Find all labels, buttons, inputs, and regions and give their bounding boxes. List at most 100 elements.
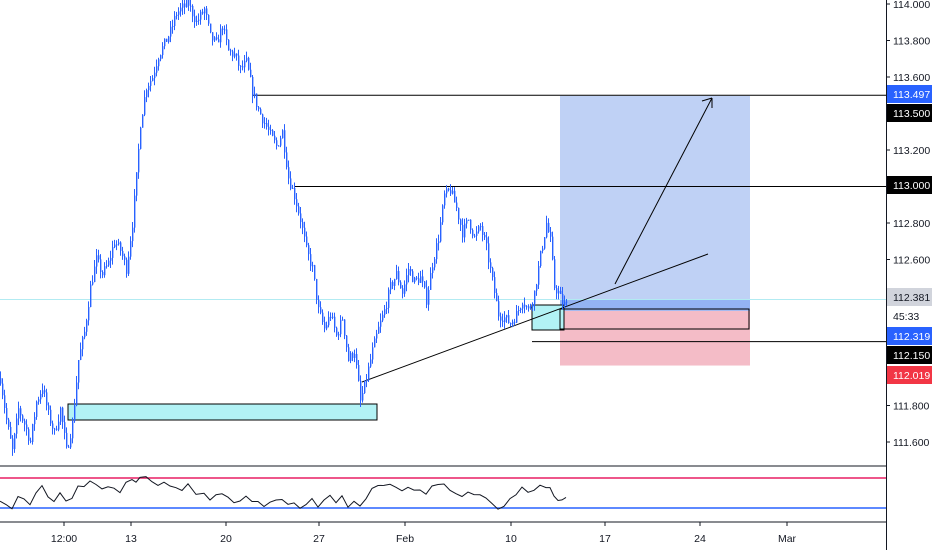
candle-body (212, 32, 214, 41)
candle-body (524, 304, 526, 307)
candle-body (430, 273, 432, 290)
candle-body (58, 421, 60, 430)
candle-body (394, 279, 396, 286)
price-tag-label: 113.497 (893, 89, 930, 101)
price-tick-label: 112.600 (893, 255, 930, 267)
target-arrow-head (701, 97, 713, 108)
candle-body (182, 3, 184, 8)
price-tag: 112.319 (887, 327, 932, 345)
candle-body (126, 259, 128, 274)
candle-body (140, 127, 142, 149)
candle-body (110, 257, 112, 261)
candle-body (232, 51, 234, 57)
candle-body (250, 69, 252, 77)
candle-body (344, 319, 346, 336)
demand-zone (67, 403, 378, 421)
candle-body (418, 278, 420, 283)
candle-body (90, 284, 92, 307)
candle-body (456, 202, 458, 208)
candle-body (66, 432, 68, 447)
candle-body (546, 222, 548, 238)
candle-body (72, 421, 74, 439)
candle-body (566, 301, 568, 303)
candle-body (56, 428, 58, 430)
candle-body (392, 282, 394, 286)
candle-body (444, 193, 446, 206)
candle-body (472, 229, 474, 236)
price-tag-background (887, 307, 932, 325)
candle-body (236, 53, 238, 56)
candle-body (408, 269, 410, 276)
candle-body (482, 226, 484, 235)
candle-body (338, 334, 340, 336)
candle-body (350, 353, 352, 361)
candle-body (178, 11, 180, 15)
candle-body (384, 309, 386, 315)
candle-body (314, 265, 316, 280)
candle-body (186, 0, 188, 8)
candle-body (190, 5, 192, 7)
candle-body (248, 57, 250, 70)
candle-body (306, 236, 308, 246)
time-tick-label: 24 (694, 533, 706, 545)
candle-body (54, 428, 56, 430)
price-tag: 112.019 (887, 366, 932, 384)
candle-body (334, 316, 336, 328)
candle-body (518, 310, 520, 312)
candle-body (106, 265, 108, 267)
candle-body (238, 55, 240, 66)
candle-body (158, 59, 160, 67)
candle-body (188, 0, 190, 6)
candle-body (466, 219, 468, 224)
candle-body (244, 60, 246, 68)
candle-body (502, 320, 504, 323)
price-tag-background (887, 104, 932, 122)
candle-body (12, 438, 14, 450)
candle-body (0, 378, 2, 384)
candle-body (556, 288, 558, 294)
candle-body (488, 243, 490, 263)
candle-body (494, 277, 496, 293)
candle-body (506, 315, 508, 318)
candle-body (210, 23, 212, 33)
candle-body (164, 38, 166, 47)
candle-body (432, 267, 434, 274)
price-tag-background (887, 288, 932, 306)
candle-body (438, 241, 440, 244)
candle-body (48, 405, 50, 410)
entry-band (560, 299, 750, 311)
candle-body (86, 320, 88, 332)
candle-body (60, 407, 62, 422)
price-tick-label: 113.200 (893, 145, 930, 157)
candle-body (174, 15, 176, 26)
candle-body (150, 80, 152, 86)
candle-body (420, 276, 422, 283)
candle-body (426, 287, 428, 305)
candle-body (100, 259, 102, 272)
candle-body (416, 277, 418, 279)
time-tick-label: 17 (599, 533, 611, 545)
candle-body (156, 66, 158, 73)
candle-body (44, 390, 46, 393)
candle-body (148, 85, 150, 91)
price-tag-background (887, 85, 932, 103)
candle-body (324, 322, 326, 329)
candle-body (462, 224, 464, 238)
candle-body (316, 279, 318, 300)
price-tick-label: 113.600 (893, 72, 930, 84)
candle-body (24, 420, 26, 425)
candle-body (242, 66, 244, 68)
candle-body (222, 28, 224, 30)
candle-body (166, 38, 168, 42)
time-tick-label: Feb (396, 533, 414, 545)
candle-body (32, 424, 34, 442)
candle-body (278, 145, 280, 147)
candle-body (406, 275, 408, 285)
price-tag: 112.381 (887, 288, 932, 306)
candle-body (196, 20, 198, 23)
stop-zone (560, 310, 750, 366)
candle-body (366, 380, 368, 382)
candle-body (8, 419, 10, 427)
